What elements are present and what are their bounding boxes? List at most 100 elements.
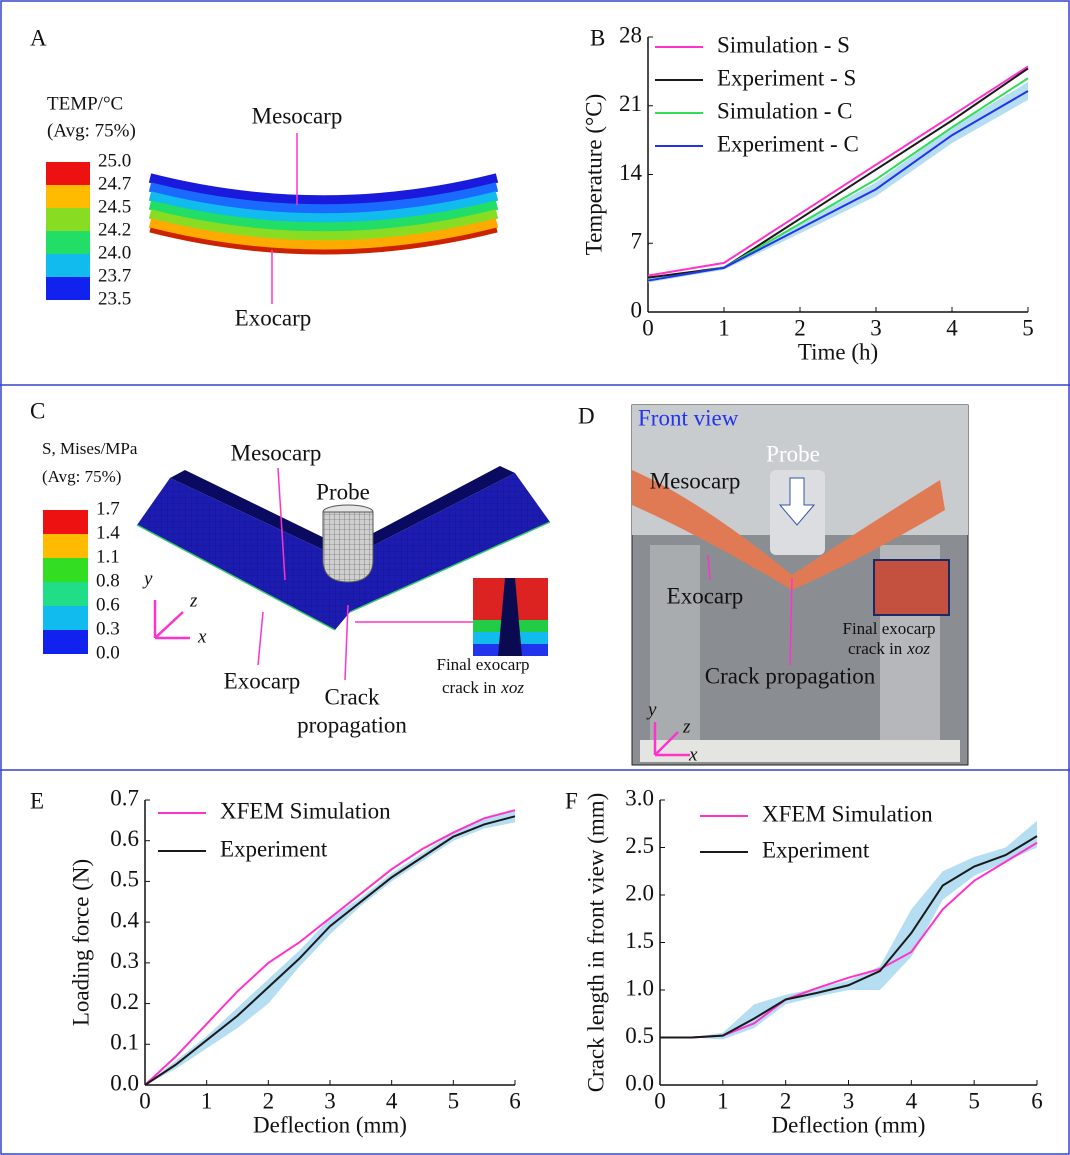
x-axis-label: Deflection (mm) xyxy=(253,1112,407,1137)
scale-label: 1.7 xyxy=(96,498,120,519)
label-exocarp: Exocarp xyxy=(667,583,744,608)
axis-x: x xyxy=(688,744,698,765)
leader-lines xyxy=(257,467,473,681)
scale-label: 23.5 xyxy=(98,288,131,309)
leader-lines xyxy=(707,554,793,666)
inset-crack xyxy=(873,559,950,616)
x-tick-label: 6 xyxy=(509,1088,521,1113)
x-tick-label: 3 xyxy=(324,1088,336,1113)
bent-fruit-mesh xyxy=(136,466,551,631)
x-tick-label: 5 xyxy=(448,1088,460,1113)
series-line xyxy=(660,835,1038,1039)
inset-text: crack in xyxy=(848,639,903,658)
y-tick-label: 1.0 xyxy=(625,975,654,1000)
y-axis-label: Loading force (N) xyxy=(68,859,93,1026)
panel-label: F xyxy=(565,788,578,813)
legend-label: Simulation - C xyxy=(717,98,852,123)
color-scale xyxy=(46,162,90,300)
label-probe: Probe xyxy=(766,441,820,466)
inset-crack xyxy=(473,578,548,656)
y-tick-label: 0.0 xyxy=(110,1070,139,1095)
label-probe: Probe xyxy=(316,479,370,504)
series-line xyxy=(144,815,516,1086)
legend-label: Experiment - C xyxy=(717,131,859,156)
panel-label: A xyxy=(30,25,47,50)
axis-z: z xyxy=(189,590,198,611)
x-tick-label: 2 xyxy=(780,1088,792,1113)
legend-subtitle: (Avg: 75%) xyxy=(42,467,121,486)
scale-label: 24.0 xyxy=(98,242,131,263)
x-tick-label: 5 xyxy=(1022,315,1034,340)
scale-label: 1.1 xyxy=(96,546,120,567)
label-mesocarp: Mesocarp xyxy=(231,440,322,465)
x-tick-label: 5 xyxy=(968,1088,980,1113)
scale-label: 0.8 xyxy=(96,570,120,591)
legend-label: XFEM Simulation xyxy=(220,798,391,823)
scale-label: 24.7 xyxy=(98,173,131,194)
legend-subtitle: (Avg: 75%) xyxy=(47,120,136,141)
color-scale xyxy=(43,510,88,654)
x-tick-label: 4 xyxy=(946,315,958,340)
legend-label: Experiment - S xyxy=(717,65,856,90)
scale-label: 0.3 xyxy=(96,618,120,639)
axis-z: z xyxy=(682,716,691,737)
y-tick-label: 0.3 xyxy=(110,948,139,973)
y-tick-label: 0.5 xyxy=(625,1023,654,1048)
label-mesocarp: Mesocarp xyxy=(650,468,741,493)
inset-text: xoz xyxy=(500,678,524,697)
panel-label: C xyxy=(30,398,45,423)
scale-label: 1.4 xyxy=(96,522,120,543)
scale-label: 0.0 xyxy=(96,642,120,663)
inset-label: Final exocarp xyxy=(843,619,936,638)
label-exocarp: Exocarp xyxy=(224,668,301,693)
panel-label: D xyxy=(578,403,595,428)
legend-label: Experiment xyxy=(762,837,870,862)
x-tick-label: 3 xyxy=(870,315,882,340)
temperature-slab xyxy=(148,173,499,255)
scale-label: 24.2 xyxy=(98,219,131,240)
inset-text: xoz xyxy=(906,639,930,658)
axis-y: y xyxy=(646,699,657,720)
y-axis-label: Crack length in front view (mm) xyxy=(583,793,608,1093)
x-tick-label: 0 xyxy=(642,315,654,340)
y-tick-label: 21 xyxy=(619,91,642,116)
scale-label: 24.5 xyxy=(98,196,131,217)
y-tick-label: 0.5 xyxy=(110,867,139,892)
x-tick-label: 4 xyxy=(906,1088,918,1113)
legend-label: Experiment xyxy=(220,836,328,861)
x-tick-label: 2 xyxy=(794,315,806,340)
label-crack: propagation xyxy=(297,712,407,737)
panel-d: D Front view Probe Mesocarp Exocarp Fina… xyxy=(578,403,969,766)
y-tick-label: 1.5 xyxy=(625,928,654,953)
y-tick-label: 0.6 xyxy=(110,826,139,851)
legend-title: TEMP/°C xyxy=(47,93,123,114)
photo-fruit xyxy=(632,470,945,590)
scale-label: 0.6 xyxy=(96,594,120,615)
axis-triad xyxy=(653,722,690,757)
legend-label: Simulation - S xyxy=(717,32,850,57)
label-exocarp: Exocarp xyxy=(235,305,312,330)
label-crack: Crack xyxy=(325,684,380,709)
panel-a: A TEMP/°C (Avg: 75%) 25.0 24.7 24.5 24.2… xyxy=(30,25,499,330)
confidence-band xyxy=(660,820,1037,1040)
y-tick-label: 0.4 xyxy=(110,907,139,932)
x-tick-label: 2 xyxy=(263,1088,275,1113)
y-tick-label: 0.2 xyxy=(110,989,139,1014)
probe-arrow xyxy=(778,477,816,526)
y-tick-label: 28 xyxy=(619,22,642,47)
scale-label: 23.7 xyxy=(98,265,131,286)
y-tick-label: 2.0 xyxy=(625,880,654,905)
y-tick-label: 3.0 xyxy=(625,785,654,810)
inset-label: crack in xoz xyxy=(442,678,524,697)
inset-text: crack in xyxy=(442,678,497,697)
x-axis-label: Deflection (mm) xyxy=(772,1112,926,1137)
panel-c: C S, Mises/MPa (Avg: 75%) 1.7 1.4 1.1 0.… xyxy=(30,398,551,737)
axis-x: x xyxy=(197,626,207,647)
y-tick-label: 2.5 xyxy=(625,833,654,858)
y-tick-label: 7 xyxy=(631,229,643,254)
x-tick-label: 0 xyxy=(139,1088,151,1113)
y-tick-label: 0.0 xyxy=(625,1070,654,1095)
x-tick-label: 0 xyxy=(654,1088,666,1113)
legend-label: XFEM Simulation xyxy=(762,801,933,826)
